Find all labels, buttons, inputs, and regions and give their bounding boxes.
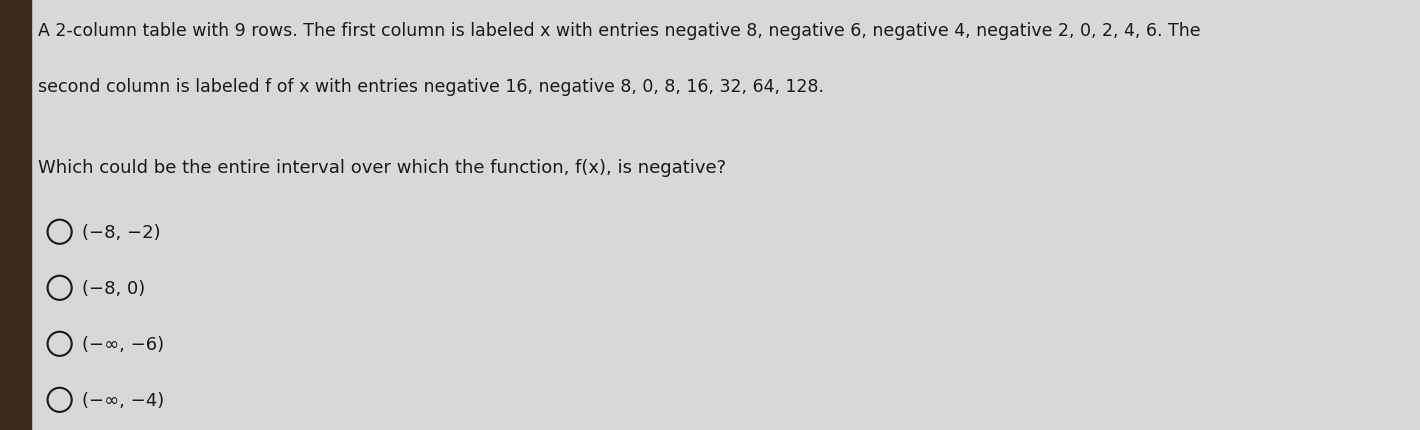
Text: (−8, 0): (−8, 0) [82, 279, 146, 297]
Text: second column is labeled f of x with entries negative 16, negative 8, 0, 8, 16, : second column is labeled f of x with ent… [38, 77, 825, 95]
Text: (−∞, −4): (−∞, −4) [82, 391, 165, 409]
Text: A 2-column table with 9 rows. The first column is labeled x with entries negativ: A 2-column table with 9 rows. The first … [38, 22, 1201, 40]
Text: Which could be the entire interval over which the function, f(x), is negative?: Which could be the entire interval over … [38, 159, 727, 177]
Text: (−∞, −6): (−∞, −6) [82, 335, 165, 353]
Bar [0, 0, 31, 430]
Text: (−8, −2): (−8, −2) [82, 223, 160, 241]
